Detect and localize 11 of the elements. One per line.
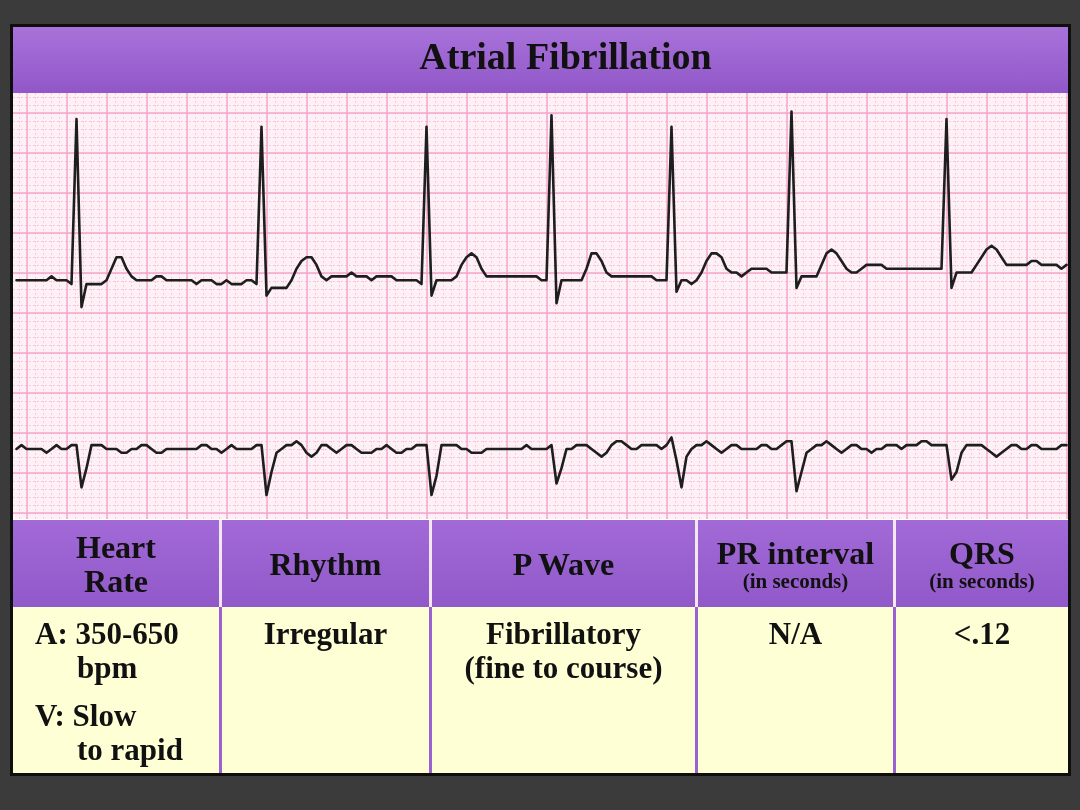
text: A: 350-650 bpm V: Slow to rapid <box>35 616 183 767</box>
category-label: P Wave <box>512 545 615 582</box>
category-label: QRS (in seconds) <box>929 534 1035 593</box>
text: Fibrillatory (fine to course) <box>464 616 663 685</box>
text: N/A <box>768 616 823 651</box>
category-label: Heart Rate <box>76 528 156 599</box>
text: <.12 <box>953 616 1011 651</box>
category-label: PR interval (in seconds) <box>716 534 875 593</box>
text: Irregular <box>263 616 388 651</box>
category-label: Rhythm <box>269 545 382 582</box>
chart-title: Atrial Fibrillation <box>419 34 712 78</box>
